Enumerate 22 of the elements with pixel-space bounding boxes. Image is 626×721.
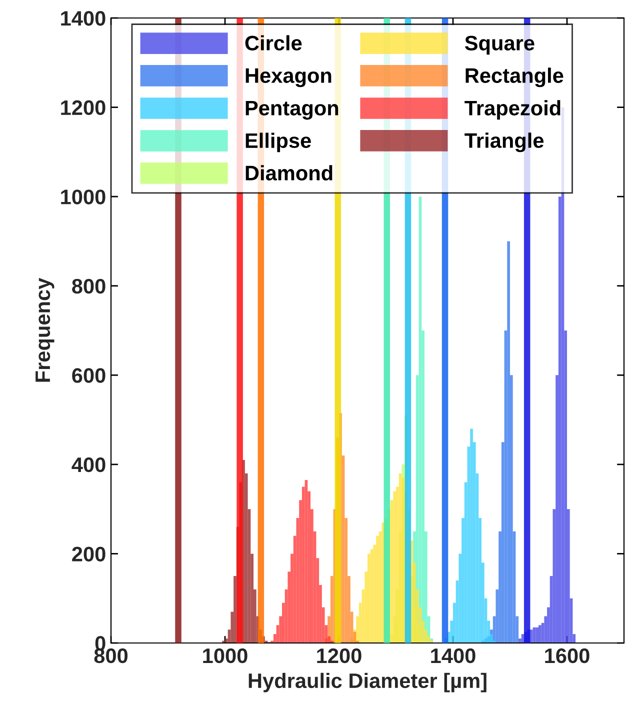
legend-label: Ellipse — [246, 132, 311, 152]
legend-label: Pentagon — [246, 100, 338, 120]
y-tick-label: 800 — [72, 278, 106, 294]
legend-label: Hexagon — [246, 68, 332, 88]
legend-label: Circle — [245, 35, 302, 50]
legend-label: Square — [464, 36, 534, 55]
x-tick-label: 1000 — [203, 648, 248, 664]
y-tick-label: 600 — [72, 368, 106, 383]
y-tick-label: 1200 — [61, 100, 106, 116]
x-tick-label: 1600 — [545, 648, 590, 664]
legend-label: Trapezoid — [464, 100, 560, 120]
y-axis-title: Frequency — [36, 278, 54, 382]
x-tick-label: 1200 — [317, 648, 362, 664]
y-tick-label: 1400 — [61, 11, 106, 26]
legend-label: Triangle — [464, 132, 544, 152]
legend-label: Diamond — [246, 165, 332, 180]
x-tick-label: 1400 — [431, 648, 476, 664]
x-axis-title: Hydraulic Diameter [µm] — [248, 672, 486, 692]
y-tick-label: 400 — [72, 457, 106, 472]
y-tick-label: 1000 — [61, 190, 106, 204]
y-tick-label: 200 — [72, 546, 106, 562]
legend-label: Rectangle — [466, 68, 564, 88]
